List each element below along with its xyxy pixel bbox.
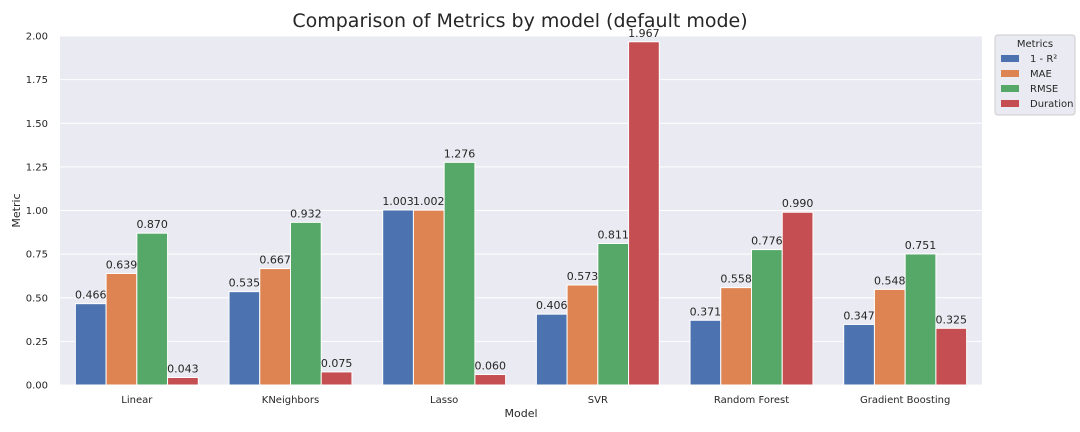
bar-5-2 [904, 253, 937, 386]
legend-entry-label: Duration [1030, 99, 1073, 110]
bar-3-0 [535, 313, 568, 386]
bar-value-label: 0.371 [690, 305, 722, 318]
bar-value-label: 0.075 [321, 357, 353, 370]
x-tick-label: SVR [588, 395, 608, 406]
data-labels: 0.466 0.639 0.870 0.043 0.535 0.667 0.932 0.075… [75, 27, 967, 376]
y-tick-label: 0.25 [26, 337, 48, 348]
y-tick-label: 1.00 [26, 206, 48, 217]
legend-entry-label: MAE [1030, 69, 1052, 80]
bar-value-label: 0.667 [259, 254, 291, 267]
x-tick-label: Gradient Boosting [860, 395, 950, 406]
bar-value-label: 1.003 [382, 195, 414, 208]
chart-title: Comparison of Metrics by model (default … [292, 10, 747, 32]
bar-value-label: 0.043 [167, 362, 199, 375]
bar-1-3 [320, 371, 353, 386]
bar-value-label: 0.060 [475, 360, 507, 373]
bar-value-label: 0.776 [751, 235, 783, 248]
bar-value-label: 0.751 [905, 239, 937, 252]
bar-0-0 [74, 303, 107, 386]
legend-swatch [1001, 100, 1019, 107]
bar-0-3 [167, 376, 199, 386]
bar-value-label: 1.967 [628, 27, 660, 40]
x-tick-label: Linear [121, 395, 153, 406]
bar-4-2 [751, 249, 783, 386]
legend-swatch [1001, 55, 1019, 62]
x-axis-ticks: Linear KNeighbors Lasso SVR Random Forest Gra… [121, 395, 950, 406]
legend: Metrics 1 - R² MAE RMSE Duration [994, 34, 1076, 116]
bar-2-2 [443, 161, 476, 386]
bar-value-label: 0.535 [229, 277, 261, 290]
bar-value-label: 0.548 [874, 274, 906, 287]
bar-0-1 [105, 272, 138, 386]
legend-entry-label: 1 - R² [1030, 54, 1057, 65]
y-tick-label: 2.00 [26, 32, 48, 43]
y-tick-label: 0.00 [26, 381, 48, 392]
bar-3-1 [566, 284, 599, 386]
bar-value-label: 0.406 [536, 299, 568, 312]
bar-value-label: 1.002 [413, 195, 445, 208]
legend-swatch [1001, 70, 1019, 77]
bar-value-label: 0.990 [782, 197, 814, 210]
x-tick-label: KNeighbors [262, 395, 319, 406]
legend-swatch [1001, 85, 1019, 92]
bar-3-3 [628, 41, 660, 386]
x-axis-label: Model [504, 407, 537, 420]
bar-value-label: 0.325 [936, 313, 968, 326]
bar-value-label: 0.466 [75, 289, 107, 302]
y-tick-label: 1.75 [26, 75, 48, 86]
bar-4-0 [689, 319, 722, 386]
y-tick-label: 1.50 [26, 119, 48, 130]
bar-value-label: 0.811 [597, 228, 629, 241]
bar-1-2 [290, 221, 322, 386]
y-tick-label: 1.25 [26, 162, 48, 173]
x-tick-label: Lasso [430, 395, 458, 406]
gridlines [60, 35, 982, 386]
bar-2-3 [474, 374, 507, 386]
bar-value-label: 1.276 [444, 147, 476, 160]
bar-value-label: 0.932 [290, 207, 322, 220]
x-tick-label: Random Forest [714, 395, 789, 406]
bar-1-1 [259, 268, 291, 386]
bar-value-label: 0.573 [567, 270, 599, 283]
y-axis-label: Metric [10, 193, 23, 227]
bar-1-0 [228, 291, 261, 386]
bar-value-label: 0.347 [843, 309, 875, 322]
bar-value-label: 0.639 [106, 258, 138, 271]
bar-3-2 [597, 242, 630, 386]
y-tick-label: 0.50 [26, 293, 48, 304]
legend-title: Metrics [1017, 39, 1053, 50]
bar-5-3 [935, 327, 968, 386]
bar-0-2 [136, 232, 169, 386]
y-tick-label: 0.75 [26, 250, 48, 261]
bar-5-0 [843, 323, 875, 386]
bars [74, 41, 968, 386]
bar-2-0 [382, 209, 414, 386]
bar-5-1 [873, 288, 906, 386]
bar-4-3 [781, 211, 814, 386]
bar-value-label: 0.558 [720, 273, 752, 286]
bar-2-1 [412, 209, 445, 386]
bar-value-label: 0.870 [136, 218, 168, 231]
bar-4-1 [720, 287, 752, 386]
legend-entry-label: RMSE [1030, 84, 1058, 95]
y-axis-ticks: 0.00 0.25 0.50 0.75 1.00 1.25 1.50 1.75 2.00 [26, 32, 48, 392]
